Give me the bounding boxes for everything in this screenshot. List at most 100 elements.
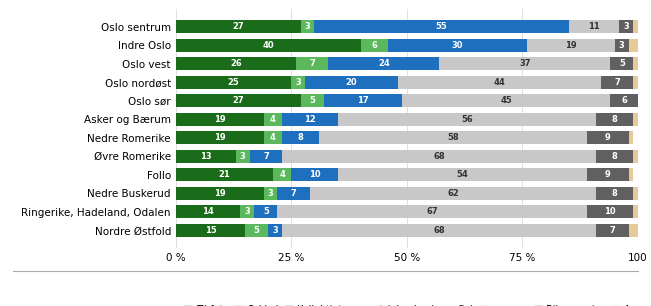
Text: 8: 8 xyxy=(612,115,618,124)
Bar xyxy=(629,224,638,237)
Text: 11: 11 xyxy=(589,22,600,31)
Text: 68: 68 xyxy=(434,152,445,161)
Bar xyxy=(324,94,402,107)
Bar xyxy=(633,205,638,218)
Bar xyxy=(527,39,615,52)
Text: 7: 7 xyxy=(615,78,620,87)
Text: 9: 9 xyxy=(605,170,611,179)
Bar xyxy=(176,187,264,200)
Bar xyxy=(176,113,264,126)
Text: 19: 19 xyxy=(214,189,225,198)
Bar xyxy=(633,187,638,200)
Text: 3: 3 xyxy=(240,152,245,161)
Text: 58: 58 xyxy=(447,133,459,142)
Bar xyxy=(610,94,638,107)
Bar xyxy=(596,187,633,200)
Text: 24: 24 xyxy=(378,59,390,68)
Text: 20: 20 xyxy=(346,78,357,87)
Bar xyxy=(250,150,282,163)
Bar xyxy=(264,113,282,126)
Text: 19: 19 xyxy=(565,41,577,50)
Bar xyxy=(301,94,324,107)
Text: 44: 44 xyxy=(493,78,505,87)
Text: 5: 5 xyxy=(309,96,315,105)
Bar xyxy=(402,94,610,107)
Bar xyxy=(439,57,610,70)
Bar xyxy=(596,150,633,163)
Text: 12: 12 xyxy=(304,115,316,124)
Bar xyxy=(633,150,638,163)
Text: 4: 4 xyxy=(279,170,285,179)
Legend: Til fots, Sykkel, Kollektivtransport (eks drosje og fly), Bilfører, Bilpassasjer: Til fots, Sykkel, Kollektivtransport (ek… xyxy=(184,305,630,306)
Bar xyxy=(282,131,319,144)
Bar xyxy=(273,168,292,181)
Bar xyxy=(310,187,596,200)
Text: 17: 17 xyxy=(357,96,368,105)
Text: 3: 3 xyxy=(296,78,301,87)
Bar xyxy=(277,205,587,218)
Bar xyxy=(629,39,638,52)
Text: 56: 56 xyxy=(461,115,473,124)
Text: 19: 19 xyxy=(214,115,225,124)
Bar xyxy=(255,205,277,218)
Bar xyxy=(305,76,398,89)
Bar xyxy=(264,187,277,200)
Text: 10: 10 xyxy=(309,170,320,179)
Bar xyxy=(176,76,292,89)
Text: 55: 55 xyxy=(436,22,447,31)
Bar xyxy=(587,168,629,181)
Text: 6: 6 xyxy=(372,41,378,50)
Text: 30: 30 xyxy=(452,41,464,50)
Text: 26: 26 xyxy=(230,59,242,68)
Text: 40: 40 xyxy=(262,41,274,50)
Bar xyxy=(569,20,620,33)
Text: 14: 14 xyxy=(202,207,214,216)
Bar xyxy=(176,39,361,52)
Text: 3: 3 xyxy=(272,226,278,235)
Bar xyxy=(268,224,282,237)
Text: 19: 19 xyxy=(214,133,225,142)
Bar xyxy=(236,150,250,163)
Text: 6: 6 xyxy=(621,96,627,105)
Bar xyxy=(292,76,305,89)
Bar xyxy=(638,94,643,107)
Text: 5: 5 xyxy=(619,59,625,68)
Bar xyxy=(176,131,264,144)
Text: 27: 27 xyxy=(232,96,244,105)
Bar xyxy=(176,224,245,237)
Bar xyxy=(633,20,638,33)
Bar xyxy=(337,168,587,181)
Bar xyxy=(176,150,236,163)
Text: 13: 13 xyxy=(200,152,212,161)
Bar xyxy=(314,20,569,33)
Bar xyxy=(292,168,337,181)
Text: 5: 5 xyxy=(254,226,260,235)
Text: 4: 4 xyxy=(270,133,276,142)
Text: 8: 8 xyxy=(612,152,618,161)
Bar xyxy=(301,20,314,33)
Bar xyxy=(337,113,596,126)
Bar xyxy=(601,76,633,89)
Bar xyxy=(319,131,587,144)
Bar xyxy=(264,131,282,144)
Bar xyxy=(328,57,439,70)
Bar xyxy=(389,39,527,52)
Bar xyxy=(596,224,629,237)
Text: 4: 4 xyxy=(270,115,276,124)
Text: 27: 27 xyxy=(232,22,244,31)
Text: 45: 45 xyxy=(501,96,512,105)
Bar xyxy=(282,224,596,237)
Text: 8: 8 xyxy=(298,133,303,142)
Bar xyxy=(633,76,638,89)
Bar xyxy=(596,113,633,126)
Bar xyxy=(240,205,255,218)
Bar xyxy=(277,187,310,200)
Bar xyxy=(610,57,633,70)
Bar xyxy=(615,39,629,52)
Text: 7: 7 xyxy=(291,189,296,198)
Text: 7: 7 xyxy=(610,226,615,235)
Bar xyxy=(176,94,301,107)
Text: 25: 25 xyxy=(228,78,240,87)
Bar xyxy=(296,57,328,70)
Bar xyxy=(629,168,633,181)
